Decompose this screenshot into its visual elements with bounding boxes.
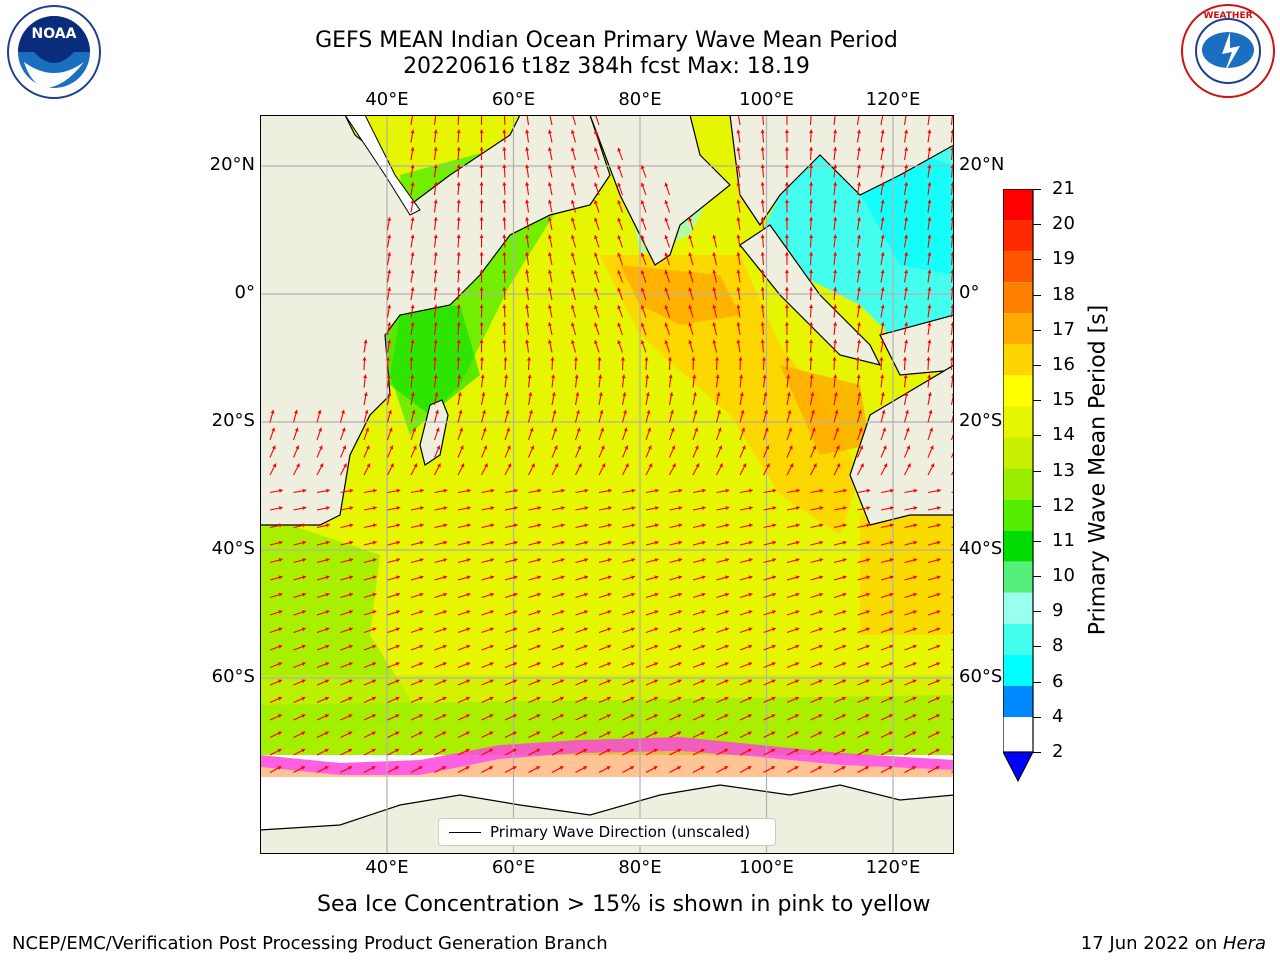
lon-label: 100°E — [739, 89, 794, 110]
footer-credit: NCEP/EMC/Verification Post Processing Pr… — [12, 933, 608, 954]
colorbar-tick: 16 — [1052, 353, 1075, 375]
colorbar-segment — [1003, 189, 1033, 221]
sea-ice-note: Sea Ice Concentration > 15% is shown in … — [317, 892, 931, 917]
svg-text:NOAA: NOAA — [32, 26, 77, 42]
map-subtitle: 20220616 t18z 384h fcst Max: 18.19 — [403, 54, 810, 79]
colorbar-label: Primary Wave Mean Period [s] — [1085, 304, 1111, 636]
lat-label: 20°S — [211, 410, 255, 431]
colorbar-segment — [1003, 623, 1033, 655]
colorbar-tick: 6 — [1052, 670, 1064, 692]
colorbar-tick: 8 — [1052, 635, 1064, 657]
colorbar-segment — [1003, 561, 1033, 593]
colorbar-segment — [1003, 530, 1033, 562]
lat-label: 60°S — [211, 666, 255, 687]
colorbar-tick: 21 — [1052, 178, 1075, 199]
lon-label: 100°E — [739, 857, 794, 878]
colorbar-tick: 4 — [1052, 705, 1064, 727]
colorbar-tick-mark — [1033, 752, 1041, 753]
colorbar-tick-mark — [1033, 611, 1041, 613]
colorbar-segment — [1003, 437, 1033, 469]
colorbar-segment — [1003, 344, 1033, 376]
colorbar-tick-mark — [1033, 716, 1041, 718]
map-frame — [260, 115, 954, 854]
lat-label: 20°N — [959, 154, 1005, 175]
colorbar-tick: 19 — [1052, 248, 1075, 270]
colorbar-segment — [1003, 654, 1033, 686]
colorbar — [1003, 189, 1034, 783]
lat-label: 40°S — [959, 538, 1003, 559]
colorbar-tick-mark — [1033, 294, 1041, 296]
colorbar-segment — [1003, 251, 1033, 283]
lon-label: 60°E — [491, 89, 536, 110]
svg-text:WEATHER: WEATHER — [1203, 11, 1252, 21]
footer-host: Hera — [1222, 933, 1266, 954]
colorbar-segment — [1003, 313, 1033, 345]
legend-line-icon — [449, 832, 481, 833]
colorbar-tick: 20 — [1052, 213, 1075, 235]
lat-label: 40°S — [211, 538, 255, 559]
colorbar-segment — [1003, 406, 1033, 438]
colorbar-tick-mark — [1033, 224, 1041, 226]
footer-date-text: 17 Jun 2022 on — [1080, 933, 1223, 954]
lat-label: 0° — [959, 282, 980, 303]
map-legend: Primary Wave Direction (unscaled) — [438, 818, 776, 846]
colorbar-segment — [1003, 375, 1033, 407]
lon-label: 80°E — [618, 89, 662, 110]
colorbar-tick-mark — [1033, 681, 1041, 683]
colorbar-tick: 15 — [1052, 389, 1075, 411]
colorbar-segment — [1003, 499, 1033, 531]
colorbar-tick-mark — [1033, 540, 1041, 542]
lon-label: 120°E — [865, 89, 921, 110]
lat-label: 60°S — [959, 666, 1003, 687]
colorbar-tick-mark — [1033, 435, 1041, 437]
colorbar-tick: 9 — [1052, 600, 1064, 622]
lon-label: 40°E — [365, 857, 409, 878]
colorbar-segment — [1003, 685, 1033, 717]
colorbar-tick-mark — [1033, 189, 1041, 190]
lat-label: 20°N — [209, 154, 255, 175]
colorbar-tick-mark — [1033, 400, 1041, 402]
colorbar-tick: 12 — [1052, 494, 1075, 516]
lon-label: 120°E — [865, 857, 921, 878]
colorbar-tick: 2 — [1052, 741, 1064, 762]
map-title: GEFS MEAN Indian Ocean Primary Wave Mean… — [315, 28, 898, 53]
nws-logo: WEATHER — [1181, 4, 1275, 98]
colorbar-tick: 18 — [1052, 283, 1075, 305]
colorbar-tick: 10 — [1052, 565, 1075, 587]
colorbar-segment — [1003, 282, 1033, 314]
lon-label: 80°E — [618, 857, 662, 878]
colorbar-segment — [1003, 592, 1033, 624]
legend-label: Primary Wave Direction (unscaled) — [490, 823, 751, 841]
colorbar-tick-mark — [1033, 329, 1041, 331]
lat-label: 0° — [234, 282, 255, 303]
colorbar-tick-mark — [1033, 470, 1041, 472]
lon-label: 60°E — [491, 857, 536, 878]
colorbar-tick-mark — [1033, 646, 1041, 648]
colorbar-tick: 14 — [1052, 424, 1075, 446]
colorbar-segment — [1003, 220, 1033, 252]
wave-direction-arrows — [269, 115, 954, 773]
lon-label: 40°E — [365, 89, 409, 110]
footer-date: 17 Jun 2022 on Hera — [1081, 933, 1266, 954]
noaa-logo: NOAA — [7, 5, 101, 99]
colorbar-tick: 17 — [1052, 318, 1075, 340]
colorbar-tick-mark — [1033, 505, 1041, 507]
colorbar-segment — [1003, 468, 1033, 500]
colorbar-tick-mark — [1033, 259, 1041, 261]
lat-label: 20°S — [959, 410, 1003, 431]
colorbar-tick: 11 — [1052, 529, 1075, 551]
colorbar-tick: 13 — [1052, 459, 1075, 481]
colorbar-tick-mark — [1033, 576, 1041, 578]
colorbar-tick-mark — [1033, 364, 1041, 366]
wave-period-map — [260, 115, 954, 854]
